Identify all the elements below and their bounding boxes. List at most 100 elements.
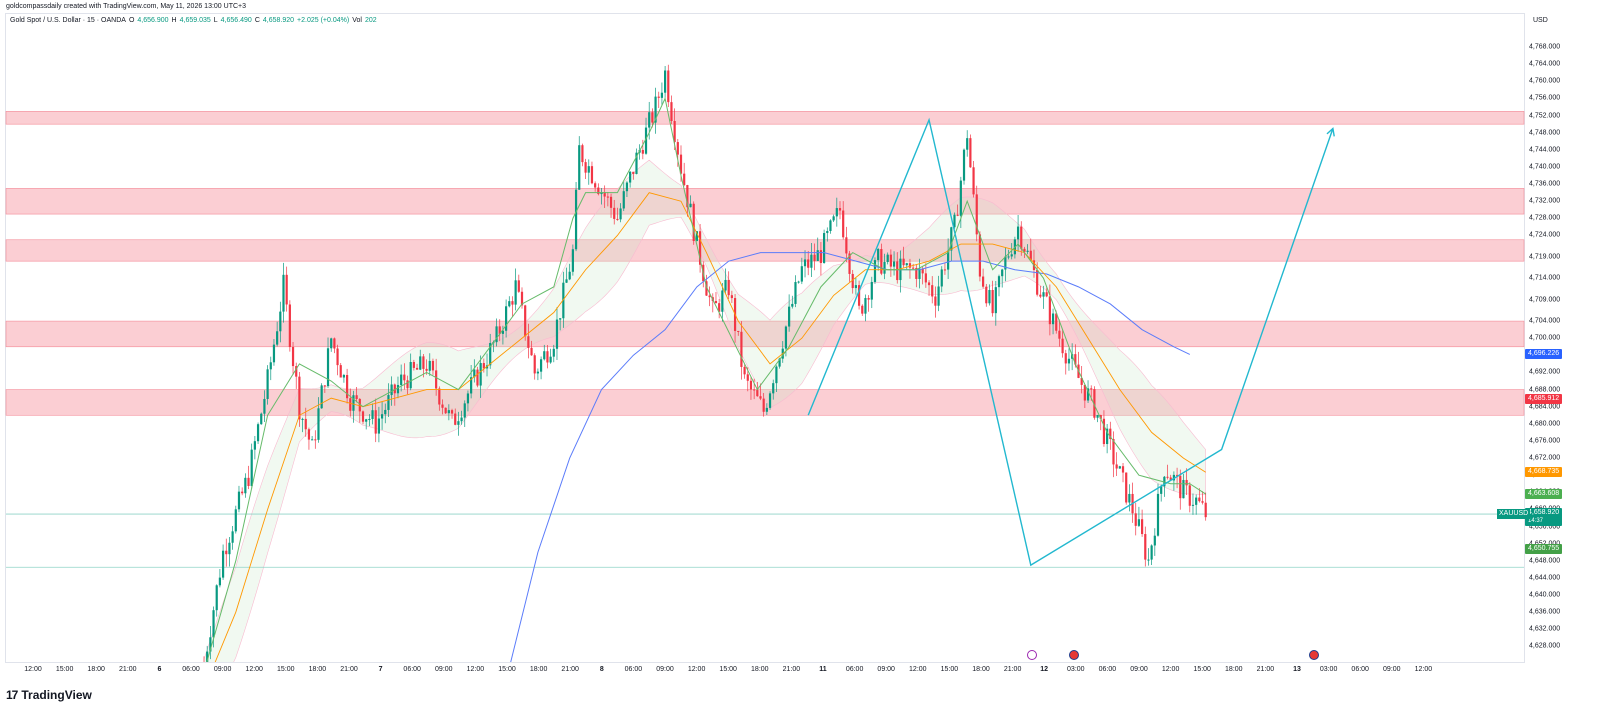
candle-body [422,356,425,369]
candle-body [555,319,559,349]
candle-body [918,268,921,279]
candle-body [1112,439,1115,465]
candle-body [921,268,924,274]
price-badge[interactable]: 4,663.608 [1525,489,1563,499]
candle-body [1106,428,1109,445]
price-tick: 4,768.000 [1529,43,1561,51]
us-flag-event-icon[interactable] [1069,650,1079,660]
candle-body [482,363,485,369]
candle-body [797,281,800,283]
candle-body [470,377,473,394]
candle-body [883,261,886,274]
candle-body [1036,269,1039,295]
time-axis[interactable]: 12:00 15:00 18:00 21:00 6 06:00 09:00 12:00 15:0… [0,663,1525,677]
price-badge[interactable]: 4,668.735 [1525,467,1563,478]
candle-body [896,261,899,281]
candle-body [511,301,514,305]
time-tick: 8 [599,666,604,673]
time-tick: 06:00 [845,666,864,673]
price-tick: 4,672.000 [1529,454,1561,462]
candle-body [664,70,667,93]
candle-body [524,305,527,337]
candle-body [330,338,333,349]
candle-body [714,300,718,304]
symbol-badge[interactable]: XAUUSD [1497,509,1531,520]
price-badge[interactable]: 4,650.755 [1525,544,1563,555]
last-price-badge[interactable]: 4,658.920 14:37 [1525,508,1563,527]
price-badge[interactable]: 4,685.912 [1525,393,1563,404]
candle-body [966,138,969,150]
time-tick: 18:00 [972,666,990,673]
candle-body [985,286,988,304]
time-tick: 06:00 [1351,666,1369,673]
candle-body [1156,493,1160,536]
us-flag-event-icon[interactable] [1309,650,1319,660]
time-tick: 06:00 [624,666,643,673]
candle-body [298,376,301,420]
candle-body [409,362,412,389]
candle-body [530,347,533,356]
candle-body [676,142,679,155]
candle-body [371,410,374,419]
candle-body [1080,377,1083,385]
candle-body [807,259,810,268]
price-badge[interactable]: 4,696.226 [1525,349,1563,360]
candle-body [784,326,788,349]
candle-body [1020,226,1023,249]
candle-body [670,102,673,121]
candle-body [479,363,482,386]
candle-body [447,410,450,414]
candle-body [746,374,749,381]
candle-body [1016,226,1020,240]
price-tick: 4,760.000 [1529,77,1561,85]
candle-body [654,96,657,123]
candle-body [698,231,702,265]
time-tick: 12 [1040,666,1049,673]
candle-body [1051,313,1055,325]
candle-body [861,305,864,314]
candle-body [1166,476,1169,478]
candle-body [241,491,244,494]
candle-body [441,404,444,408]
candle-body [333,338,336,349]
legend-open-value: 4,656.900 [137,17,169,24]
lightning-event-icon[interactable] [1027,650,1037,660]
candle-body [237,491,241,510]
legend-close-value: 4,658.920 [262,17,295,24]
candle-body [326,348,330,387]
candle-body [425,368,428,371]
candle-body [800,266,803,282]
chart-panel[interactable] [5,13,1525,663]
candle-body [231,531,234,543]
candle-body [756,389,759,397]
candle-body [269,362,272,370]
candle-body [247,477,250,487]
candle-body [838,208,842,211]
last-price-value: 4,658.920 [1528,509,1560,517]
legend-symbol[interactable]: Gold Spot / U.S. Dollar · 15 · OANDA [10,17,126,24]
candle-body [1061,338,1064,354]
candle-body [403,374,406,381]
currency-label[interactable]: USD [1533,17,1548,24]
candle-body [495,326,498,343]
candle-body [361,411,365,422]
tradingview-logo[interactable]: 17 TradingView [6,688,92,702]
candle-body [489,342,492,366]
candle-body [301,418,304,420]
candle-body [549,356,552,363]
candle-body [1067,358,1071,364]
candle-body [788,306,791,327]
candle-body [988,290,991,304]
candle-body [912,267,915,269]
candle-body [629,171,632,183]
candle-body [1137,519,1141,526]
time-tick: 11 [819,666,827,673]
legend-volume-value: 202 [364,17,377,24]
time-tick: 15:00 [498,666,516,673]
candle-body [975,194,978,235]
candle-body [559,318,562,320]
legend-high-value: 4,659.035 [179,17,211,24]
candle-body [581,145,584,163]
candle-body [460,417,463,422]
